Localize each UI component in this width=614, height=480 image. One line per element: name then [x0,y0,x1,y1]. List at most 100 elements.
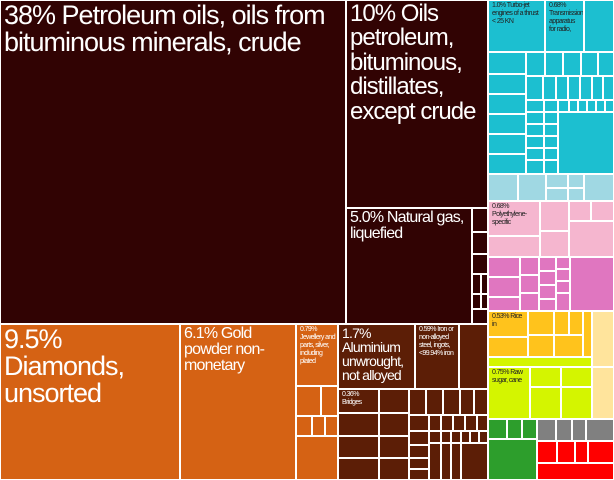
cell-chemical-small[interactable] [488,257,520,277]
cell-electronics-small[interactable] [568,174,584,188]
cell-metal-small[interactable] [379,413,409,436]
cell-metal-small[interactable] [441,443,451,480]
cell-red-small[interactable] [537,441,557,463]
cell-chemical-small[interactable] [539,285,556,299]
cell-rice[interactable]: 0.53% Rice in [488,311,528,337]
cell-metal-small[interactable] [426,389,443,415]
cell-animal-small[interactable] [522,419,537,439]
cell-vegetable-small[interactable] [554,335,583,357]
cell-metal-small[interactable] [451,443,461,480]
cell-metal-small[interactable] [459,324,488,389]
cell-electronics-small[interactable] [568,188,584,201]
cell-machine-small[interactable] [488,114,526,134]
cell-mineral-small[interactable] [472,208,488,232]
cell-machine-small[interactable] [526,52,545,76]
cell-machine-small[interactable] [544,124,558,136]
cell-metal-small[interactable] [379,389,409,413]
cell-metal-small[interactable] [409,469,429,480]
cell-chemical-small[interactable] [556,257,570,269]
cell-precious-small[interactable] [296,436,338,480]
cell-machine-small[interactable] [544,136,558,148]
cell-animal-small[interactable] [507,419,522,439]
cell-mineral-small[interactable] [472,309,488,324]
cell-metal-small[interactable] [451,431,461,443]
cell-machine-small[interactable] [526,148,544,160]
cell-food-small[interactable] [530,367,561,387]
cell-food-small[interactable] [561,387,592,419]
cell-machine-small[interactable] [544,148,558,160]
cell-machine-small[interactable] [558,100,569,112]
cell-metal-small[interactable] [453,415,465,431]
cell-chemical-small[interactable] [556,281,570,293]
cell-machine-small[interactable] [526,160,544,174]
cell-chemical-small[interactable] [488,277,520,297]
cell-precious-small[interactable] [325,416,338,436]
cell-chemical-small[interactable] [520,293,539,311]
cell-machine-small[interactable] [568,76,580,100]
cell-metal-small[interactable] [379,436,409,458]
cell-metal-small[interactable] [461,443,488,480]
cell-vegetable-small[interactable] [583,311,592,357]
cell-chemical-small[interactable] [556,293,570,311]
cell-plastic-small[interactable] [591,201,614,221]
cell-machine-small[interactable] [603,76,614,100]
cell-machine-small[interactable] [596,100,605,112]
cell-machine-small[interactable] [544,112,558,124]
cell-vegetable-small[interactable] [554,311,569,335]
cell-red-small[interactable] [588,441,614,463]
cell-electronics-small[interactable] [584,174,614,201]
cell-machine-small[interactable] [526,76,543,100]
cell-diamonds[interactable]: 9.5% Diamonds, unsorted [0,324,180,480]
cell-machine-small[interactable] [488,134,526,154]
cell-chemical-small[interactable] [539,299,556,311]
cell-petroleum-crude[interactable]: 38% Petroleum oils, oils from bituminous… [0,0,346,324]
cell-grey-small[interactable] [537,419,556,441]
cell-machine-small[interactable] [488,52,526,74]
cell-mineral-small[interactable] [481,294,488,309]
cell-mineral-small[interactable] [472,254,488,274]
cell-machine-small[interactable] [556,76,568,100]
cell-food-small[interactable] [561,367,592,387]
cell-vegetable-light[interactable] [592,311,614,367]
cell-red-small[interactable] [575,441,588,463]
cell-mineral-small[interactable] [481,274,488,294]
cell-metal-small[interactable] [338,413,379,436]
cell-metal-small[interactable] [338,436,379,458]
cell-electronics-small[interactable] [546,188,568,201]
cell-plastic-small[interactable] [488,236,540,257]
cell-mineral-small[interactable] [472,232,488,254]
cell-machine-small[interactable] [569,100,578,112]
cell-chemical-small[interactable] [488,297,520,311]
cell-machine-small[interactable] [605,100,614,112]
cell-metal-small[interactable] [409,458,429,469]
cell-machine-small[interactable] [587,100,596,112]
cell-aluminium[interactable]: 1.7% Aluminium unwrought, not alloyed [338,324,415,389]
cell-red-small[interactable] [537,463,614,480]
cell-machine-small[interactable] [598,52,614,76]
cell-polyethylene[interactable]: 0.68% Polyethylene-specific [488,201,540,236]
cell-machine-small[interactable] [488,74,526,94]
cell-machine-small[interactable] [584,0,614,52]
cell-machine-small[interactable] [526,124,544,136]
cell-machine-small[interactable] [526,112,544,124]
cell-metal-small[interactable] [429,415,441,431]
cell-vegetable-small[interactable] [488,337,528,357]
cell-petroleum-distillates[interactable]: 10% Oils petroleum, bituminous, distilla… [346,0,488,208]
cell-metal-small[interactable] [409,431,429,445]
cell-grey-small[interactable] [556,419,572,441]
cell-metal-small[interactable] [429,431,441,443]
cell-mineral-small[interactable] [472,274,481,294]
cell-machine-small[interactable] [578,100,587,112]
cell-red-small[interactable] [557,441,575,463]
cell-machine-small[interactable] [526,136,544,148]
cell-electronics-small[interactable] [518,174,546,201]
cell-machine-small[interactable] [581,52,598,76]
cell-metal-small[interactable] [441,415,453,431]
cell-metal-small[interactable] [441,431,451,443]
cell-chemical-small[interactable] [539,257,556,271]
cell-chemical-small[interactable] [520,257,539,275]
cell-metal-small[interactable] [409,445,429,458]
cell-grey-small[interactable] [572,419,586,441]
cell-food-light[interactable] [592,367,614,419]
cell-machine-small[interactable] [544,100,558,112]
